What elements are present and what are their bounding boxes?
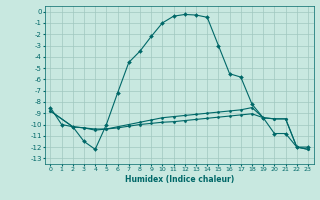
X-axis label: Humidex (Indice chaleur): Humidex (Indice chaleur)	[124, 175, 234, 184]
